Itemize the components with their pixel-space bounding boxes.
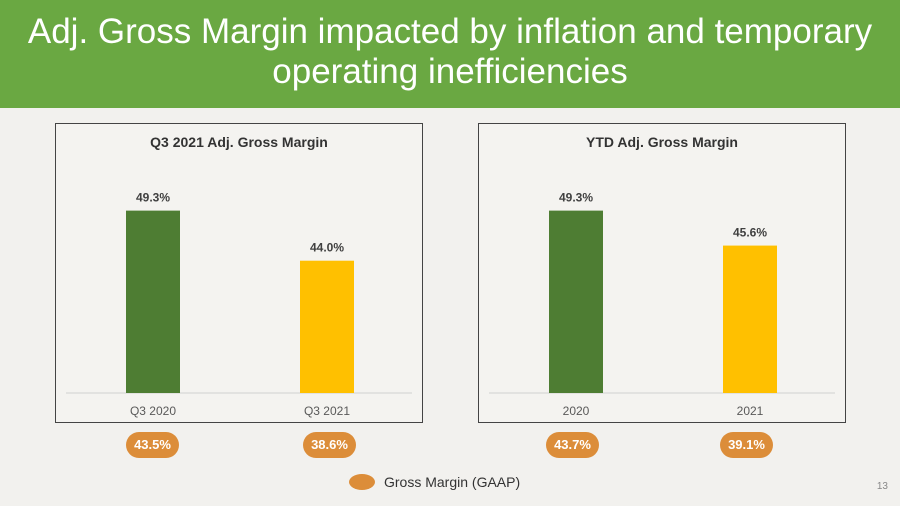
data-label: 45.6% xyxy=(733,226,767,240)
bar-chart-svg: 49.3% 2020 45.6% 2021 xyxy=(489,191,835,418)
chart-ytd-adj-gross-margin: YTD Adj. Gross Margin 49.3% 2020 45.6% 2021 xyxy=(478,123,846,423)
x-tick-label: 2020 xyxy=(563,404,590,418)
legend-label: Gross Margin (GAAP) xyxy=(384,474,521,490)
bar xyxy=(126,210,180,393)
gaap-margin-badge: 43.7% xyxy=(546,432,599,458)
page-number: 13 xyxy=(876,481,888,492)
data-label: 49.3% xyxy=(136,191,170,205)
x-tick-label: Q3 2021 xyxy=(304,404,350,418)
chart-title: Q3 2021 Adj. Gross Margin xyxy=(150,134,328,150)
bar xyxy=(549,210,603,393)
slide-title: Adj. Gross Margin impacted by inflation … xyxy=(27,12,873,91)
bar xyxy=(300,260,354,393)
title-banner: Adj. Gross Margin impacted by inflation … xyxy=(0,0,900,108)
chart-q3-adj-gross-margin: Q3 2021 Adj. Gross Margin 49.3% Q3 2020 44… xyxy=(55,123,423,423)
gaap-margin-badge: 38.6% xyxy=(303,432,356,458)
gaap-margin-badge: 43.5% xyxy=(126,432,179,458)
chart-title: YTD Adj. Gross Margin xyxy=(586,134,738,150)
x-tick-label: 2021 xyxy=(737,404,764,418)
legend: Gross Margin (GAAP) xyxy=(349,472,520,492)
legend-swatch xyxy=(349,474,375,490)
data-label: 44.0% xyxy=(310,241,344,255)
bar xyxy=(723,245,777,393)
data-label: 49.3% xyxy=(559,191,593,205)
gaap-margin-badge: 39.1% xyxy=(720,432,773,458)
bar-chart-svg: 49.3% Q3 2020 44.0% Q3 2021 xyxy=(66,191,412,418)
x-tick-label: Q3 2020 xyxy=(130,404,176,418)
